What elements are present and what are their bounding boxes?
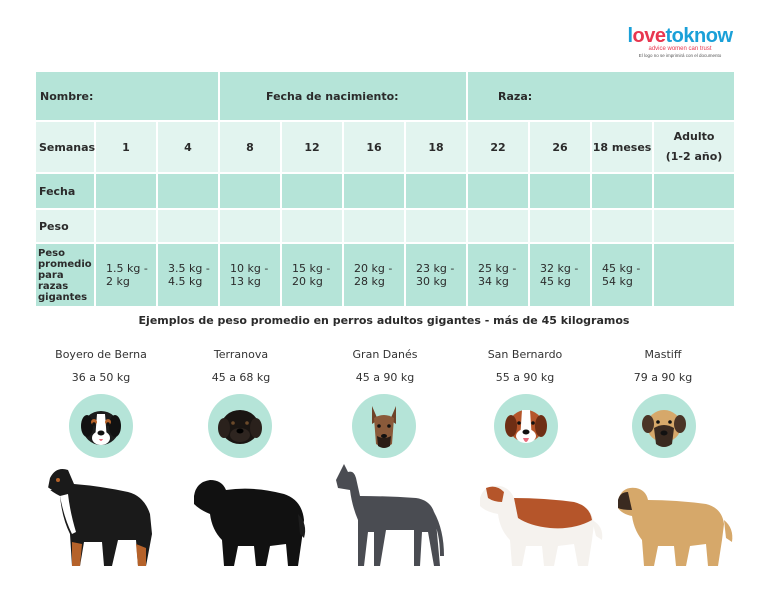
average-weight-cell: 15 kg - 20 kg bbox=[280, 242, 344, 308]
breed-saint-bernard: San Bernardo 55 a 90 kg bbox=[460, 348, 590, 384]
week-cell: 22 bbox=[466, 120, 531, 174]
breed-weight: 79 a 90 kg bbox=[633, 371, 693, 384]
weight-cell[interactable] bbox=[218, 208, 282, 244]
mastiff-face-icon bbox=[632, 394, 696, 458]
weeks-label: Semanas bbox=[34, 120, 96, 174]
date-cell[interactable] bbox=[156, 172, 220, 210]
weeks-row: Semanas 1 4 8 12 16 18 22 26 18 meses Ad… bbox=[34, 120, 737, 174]
weight-cell[interactable] bbox=[652, 208, 737, 244]
average-weight-cell: 3.5 kg - 4.5 kg bbox=[156, 242, 220, 308]
date-cell[interactable] bbox=[94, 172, 158, 210]
average-weight-cell: 20 kg - 28 kg bbox=[342, 242, 406, 308]
weight-cell[interactable] bbox=[466, 208, 531, 244]
weight-chart-table: Nombre: Fecha de nacimiento: Raza: Seman… bbox=[34, 70, 737, 308]
adult-line2: (1-2 año) bbox=[665, 150, 723, 163]
saint-bernard-body-icon bbox=[480, 485, 603, 566]
header-row: Nombre: Fecha de nacimiento: Raza: bbox=[34, 70, 737, 122]
average-weight-cell bbox=[652, 242, 737, 308]
logo-wordmark: lovetoknow bbox=[624, 26, 736, 46]
name-label: Nombre: bbox=[34, 70, 220, 122]
weight-cell[interactable] bbox=[590, 208, 655, 244]
breed-label: Raza: bbox=[466, 70, 737, 122]
breed-name: Mastiff bbox=[644, 348, 682, 361]
week-cell: 18 bbox=[403, 120, 469, 174]
date-cell[interactable] bbox=[218, 172, 282, 210]
weight-cell[interactable] bbox=[94, 208, 158, 244]
breed-name: Boyero de Berna bbox=[55, 348, 147, 361]
logo-note: El logo no se imprimirá con el documento bbox=[638, 53, 722, 58]
average-weight-cell: 1.5 kg - 2 kg bbox=[94, 242, 158, 308]
week-cell: 1 bbox=[94, 120, 158, 174]
bernese-body-icon bbox=[44, 469, 152, 566]
week-cell: 26 bbox=[528, 120, 593, 174]
weight-cell[interactable] bbox=[528, 208, 593, 244]
breed-name: San Bernardo bbox=[487, 348, 563, 361]
logo-wordmark-part: toknow bbox=[665, 25, 734, 47]
date-cell[interactable] bbox=[280, 172, 344, 210]
breed-weight: 55 a 90 kg bbox=[495, 371, 555, 384]
great-dane-body-icon bbox=[336, 464, 444, 566]
weight-cell[interactable] bbox=[403, 208, 469, 244]
date-cell[interactable] bbox=[528, 172, 593, 210]
breed-bernese: Boyero de Berna 36 a 50 kg bbox=[36, 348, 166, 384]
average-weight-cell: 45 kg - 54 kg bbox=[590, 242, 655, 308]
average-weight-cell: 32 kg - 45 kg bbox=[528, 242, 593, 308]
weight-cell[interactable] bbox=[280, 208, 344, 244]
logo-tagline: advice women can trust bbox=[648, 46, 712, 52]
breed-newfoundland: Terranova 45 a 68 kg bbox=[176, 348, 306, 384]
logo-wordmark-part: ove bbox=[632, 25, 666, 47]
weight-cell[interactable] bbox=[156, 208, 220, 244]
average-weight-row: Peso promedio para razas gigantes 1.5 kg… bbox=[34, 242, 737, 308]
breed-weight: 36 a 50 kg bbox=[71, 371, 131, 384]
newfoundland-face-icon bbox=[208, 394, 272, 458]
examples-caption: Ejemplos de peso promedio en perros adul… bbox=[138, 314, 630, 327]
date-cell[interactable] bbox=[466, 172, 531, 210]
average-weight-cell: 25 kg - 34 kg bbox=[466, 242, 531, 308]
saint-bernard-face-icon bbox=[494, 394, 558, 458]
average-weight-cell: 23 kg - 30 kg bbox=[403, 242, 469, 308]
weight-cell[interactable] bbox=[342, 208, 406, 244]
bernese-face-icon bbox=[69, 394, 133, 458]
lovetoknow-logo: lovetoknow advice women can trust El log… bbox=[624, 26, 736, 60]
adult-line1: Adulto bbox=[673, 130, 715, 143]
breed-mastiff: Mastiff 79 a 90 kg bbox=[598, 348, 728, 384]
week-cell: 8 bbox=[218, 120, 282, 174]
date-cell[interactable] bbox=[403, 172, 469, 210]
breed-name: Terranova bbox=[213, 348, 269, 361]
date-cell[interactable] bbox=[652, 172, 737, 210]
newfoundland-body-icon bbox=[194, 480, 306, 566]
average-weight-cell: 10 kg - 13 kg bbox=[218, 242, 282, 308]
weight-row: Peso bbox=[34, 208, 737, 244]
date-cell[interactable] bbox=[342, 172, 406, 210]
breed-great-dane: Gran Danés 45 a 90 kg bbox=[320, 348, 450, 384]
date-label: Fecha bbox=[34, 172, 96, 210]
birth-date-label: Fecha de nacimiento: bbox=[217, 70, 469, 122]
average-weight-label: Peso promedio para razas gigantes bbox=[34, 242, 96, 308]
breed-name: Gran Danés bbox=[352, 348, 418, 361]
week-cell: 12 bbox=[280, 120, 344, 174]
date-cell[interactable] bbox=[590, 172, 655, 210]
week-cell: 4 bbox=[156, 120, 220, 174]
adult-cell: Adulto (1-2 año) bbox=[652, 120, 737, 174]
weight-label: Peso bbox=[34, 208, 96, 244]
week-cell: 16 bbox=[342, 120, 406, 174]
breed-weight: 45 a 68 kg bbox=[211, 371, 271, 384]
great-dane-face-icon bbox=[352, 394, 416, 458]
breed-weight: 45 a 90 kg bbox=[355, 371, 415, 384]
week-cell: 18 meses bbox=[590, 120, 655, 174]
logo-wordmark-part: l bbox=[627, 25, 633, 47]
mastiff-body-icon bbox=[618, 487, 733, 566]
date-row: Fecha bbox=[34, 172, 737, 210]
